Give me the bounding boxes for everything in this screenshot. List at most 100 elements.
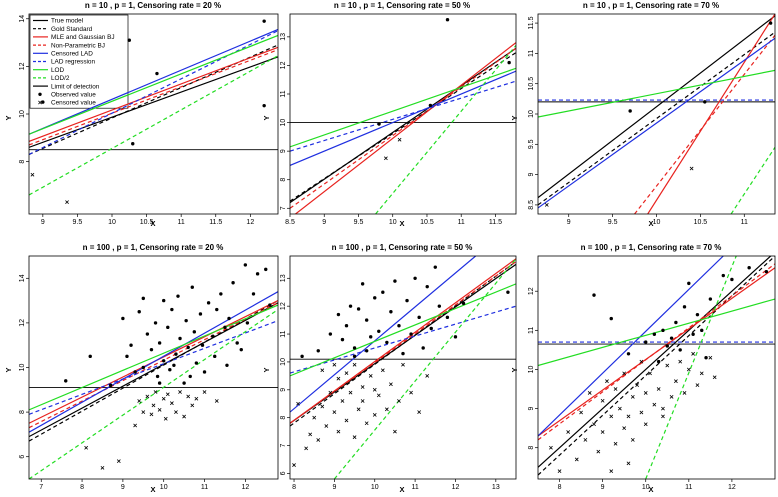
observed-point xyxy=(687,281,691,286)
censored-point xyxy=(425,373,430,378)
censored-point xyxy=(712,375,717,380)
observed-point xyxy=(425,284,429,289)
censored-point xyxy=(190,403,195,408)
panel-3-frame xyxy=(537,13,776,215)
y-tick-label: 9 xyxy=(280,388,287,392)
panel-2: n = 10 , p = 1, Censoring rate = 50 % X … xyxy=(262,1,517,228)
panel-4: n = 100 , p = 1, Censoring rate = 20 % X… xyxy=(4,243,279,494)
y-tick-label: 8 xyxy=(19,160,26,164)
y-tick-label: 10 xyxy=(280,358,287,366)
line-lod2 xyxy=(375,45,516,214)
line-gold xyxy=(538,256,775,476)
censored-point xyxy=(178,390,182,394)
observed-point xyxy=(678,348,682,352)
panel-1-title: n = 10 , p = 1, Censoring rate = 20 % xyxy=(85,1,221,10)
observed-point xyxy=(656,359,661,364)
legend-label: LOD/2 xyxy=(51,75,70,82)
observed-point xyxy=(768,21,773,25)
panel-5-title: n = 100 , p = 1, Censoring rate = 50 % xyxy=(332,243,473,252)
observed-point xyxy=(316,349,320,353)
observed-point xyxy=(178,336,182,341)
observed-point xyxy=(300,354,304,359)
censored-point xyxy=(708,355,713,360)
x-tick-label: 7 xyxy=(39,484,43,491)
observed-point xyxy=(127,38,131,42)
observed-point xyxy=(695,312,700,317)
y-tick-label: 12 xyxy=(19,62,26,70)
legend-entry: MLE and Gaussian BJ xyxy=(33,34,115,41)
censored-point xyxy=(574,457,579,462)
censored-point xyxy=(157,407,162,412)
censored-point xyxy=(549,445,553,450)
censored-point xyxy=(163,416,168,421)
censored-point xyxy=(100,465,105,470)
line-np xyxy=(634,34,775,214)
observed-point xyxy=(592,293,596,297)
panel-4-ylabel: Y xyxy=(4,367,13,372)
line-lod2 xyxy=(29,55,278,196)
censored-point xyxy=(332,362,337,367)
legend-entry: LOD xyxy=(33,67,65,74)
observed-point xyxy=(210,334,215,338)
y-tick-label: 12 xyxy=(19,319,26,327)
censored-point xyxy=(165,392,170,397)
observed-point xyxy=(262,103,266,108)
y-tick-label: 9 xyxy=(280,149,287,153)
censored-point xyxy=(380,368,385,373)
observed-point xyxy=(170,307,174,312)
observed-point xyxy=(231,281,235,285)
y-tick-label: 9.5 xyxy=(528,139,535,149)
y-tick-label: 6 xyxy=(280,471,287,475)
line-lad-reg xyxy=(29,320,278,415)
observed-point xyxy=(428,103,433,108)
observed-point xyxy=(166,325,170,330)
y-tick-label: 12 xyxy=(280,302,287,310)
observed-point xyxy=(665,344,669,348)
y-tick-label: 14 xyxy=(19,274,26,282)
censored-point xyxy=(360,385,365,389)
panel-5-xlabel: X xyxy=(399,485,404,494)
line-true xyxy=(290,263,516,424)
censored-point xyxy=(661,406,665,411)
x-tick-label: 9 xyxy=(332,484,336,491)
censored-point xyxy=(678,359,683,364)
observed-point xyxy=(176,294,180,298)
observed-point xyxy=(133,370,137,374)
observed-point xyxy=(628,109,632,113)
panel-5-frame xyxy=(289,255,517,480)
censored-point xyxy=(360,399,365,403)
observed-point xyxy=(417,315,421,320)
x-tick-label: 8 xyxy=(292,484,296,491)
observed-point xyxy=(235,341,239,345)
observed-point xyxy=(264,267,268,272)
line-lad-reg xyxy=(290,305,516,374)
x-tick-label: 12 xyxy=(728,484,736,491)
observed-point xyxy=(64,379,68,383)
legend-label: Observed value xyxy=(51,92,96,99)
observed-point xyxy=(721,273,725,278)
observed-point xyxy=(202,370,207,374)
censored-point xyxy=(691,351,696,356)
legend-label: LOD xyxy=(51,67,65,74)
observed-point xyxy=(225,363,229,367)
panel-6-plot-area xyxy=(538,256,775,479)
panel-3-title: n = 10 , p = 1, Censoring rate = 70 % xyxy=(583,1,719,10)
censored-point xyxy=(169,401,174,406)
censored-point xyxy=(116,459,121,464)
observed-point xyxy=(661,328,665,333)
observed-point xyxy=(162,359,166,363)
censored-point xyxy=(137,399,142,403)
censored-point xyxy=(153,390,158,394)
observed-point xyxy=(381,290,385,294)
panel-1-plot-area xyxy=(29,19,278,204)
observed-point xyxy=(364,318,369,322)
x-tick-label: 12 xyxy=(452,484,460,491)
line-lod2 xyxy=(333,258,516,479)
observed-point xyxy=(262,19,266,23)
censored-point xyxy=(600,398,605,403)
panel-6-ylabel: Y xyxy=(510,367,519,372)
line-cens-lad xyxy=(290,256,477,413)
censored-point xyxy=(417,410,422,414)
observed-point xyxy=(137,310,141,314)
